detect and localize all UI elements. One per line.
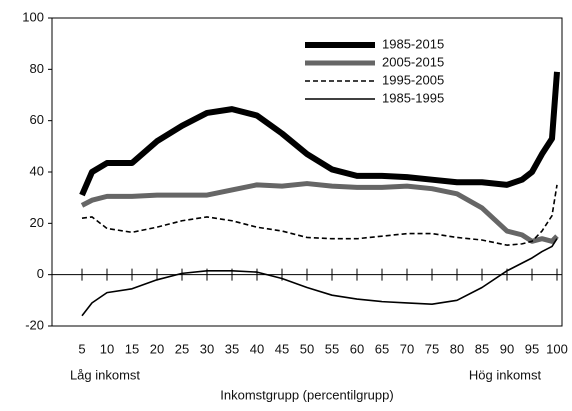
x-tick-label: 90 (500, 341, 514, 356)
x-tick-label: 65 (375, 341, 389, 356)
x-tick-label: 15 (125, 341, 139, 356)
y-tick-label: 100 (22, 9, 44, 24)
y-tick-label: 60 (30, 112, 44, 127)
x-tick-label: 10 (100, 341, 114, 356)
legend-label: 1985-2015 (382, 36, 444, 51)
legend-label: 1995-2005 (382, 72, 444, 87)
y-tick-label: 0 (37, 266, 44, 281)
annotation: Hög inkomst (469, 367, 542, 382)
legend-label: 2005-2015 (382, 54, 444, 69)
legend-label: 1985-1995 (382, 90, 444, 105)
x-tick-label: 40 (250, 341, 264, 356)
series-line (81, 184, 558, 246)
x-tick-label: 25 (175, 341, 189, 356)
x-tick-label: 50 (300, 341, 314, 356)
x-tick-label: 45 (275, 341, 289, 356)
x-tick-label: 5 (78, 341, 85, 356)
y-tick-label: -20 (25, 317, 44, 332)
x-tick-label: 70 (400, 341, 414, 356)
x-tick-label: 35 (225, 341, 239, 356)
annotation: Låg inkomst (70, 367, 140, 382)
x-tick-label: 20 (150, 341, 164, 356)
x-tick-label: 85 (475, 341, 489, 356)
y-tick-label: 20 (30, 215, 44, 230)
x-tick-label: 55 (325, 341, 339, 356)
y-tick-label: 40 (30, 163, 44, 178)
series-line (79, 71, 560, 197)
x-tick-label: 80 (450, 341, 464, 356)
y-tick-label: 80 (30, 61, 44, 76)
x-tick-label: 30 (200, 341, 214, 356)
x-tick-label: 60 (350, 341, 364, 356)
x-tick-label: 75 (425, 341, 439, 356)
x-tick-label: 100 (546, 341, 568, 356)
x-tick-label: 95 (525, 341, 539, 356)
series-line (81, 238, 558, 317)
x-axis-label: Inkomstgrupp (percentilgrupp) (220, 387, 393, 402)
series-line (80, 181, 559, 244)
